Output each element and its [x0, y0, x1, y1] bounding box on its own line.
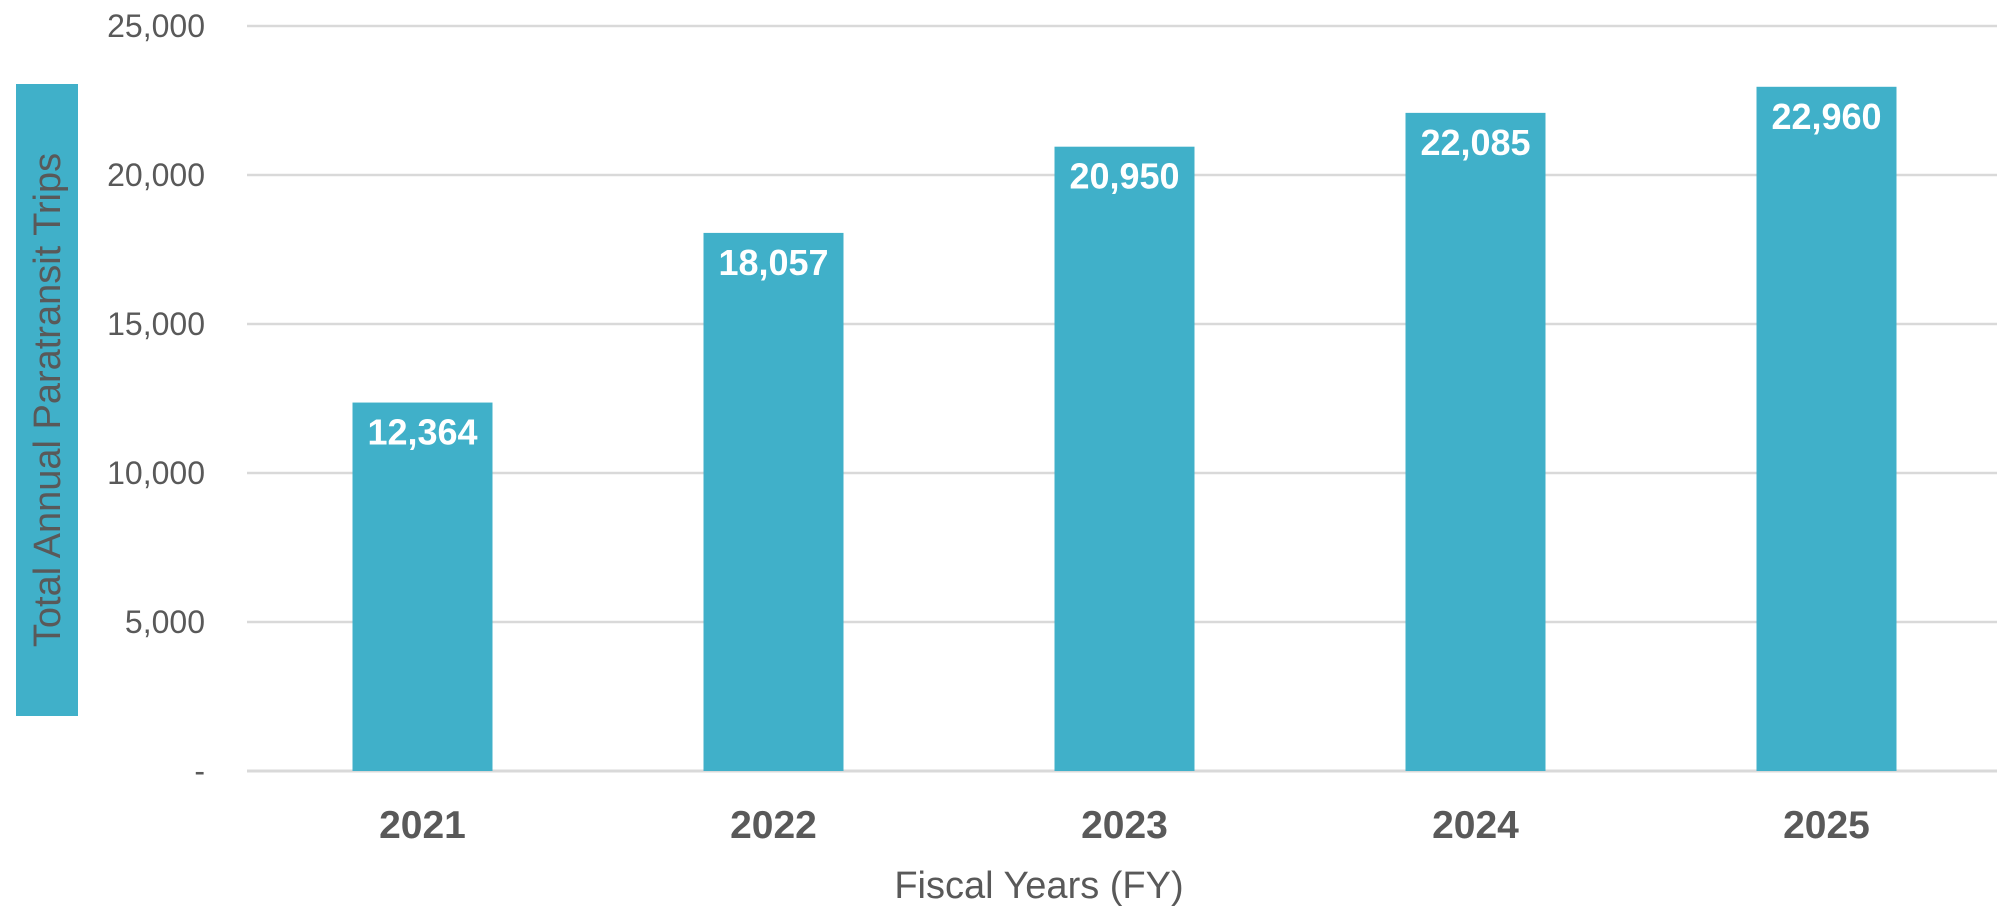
y-tick-label: -	[194, 753, 205, 789]
x-tick-label-2024: 2024	[1432, 804, 1519, 847]
x-tick-label-2023: 2023	[1081, 804, 1168, 847]
y-tick-label: 15,000	[107, 306, 205, 342]
x-tick-label-2022: 2022	[730, 804, 817, 847]
bar-2022	[703, 232, 844, 772]
y-tick-label: 20,000	[107, 157, 205, 193]
x-tick-label-2025: 2025	[1783, 804, 1870, 847]
x-axis-title: Fiscal Years (FY)	[894, 865, 1183, 907]
bar-2024	[1405, 112, 1546, 771]
data-label-2024: 22,085	[1420, 122, 1530, 163]
bar-2025	[1756, 86, 1897, 772]
data-labels: 12,364 18,057 20,950 22,085 22,960	[367, 96, 1881, 453]
y-axis-title-group: Total Annual Paratransit Trips	[16, 84, 78, 716]
data-label-2021: 12,364	[367, 412, 477, 453]
y-tick-label: 10,000	[107, 455, 205, 491]
y-axis-title-background	[16, 84, 78, 716]
data-label-2023: 20,950	[1069, 156, 1179, 197]
bars	[352, 86, 1897, 772]
y-tick-label: 25,000	[107, 8, 205, 44]
data-label-2025: 22,960	[1771, 96, 1881, 137]
y-axis-title: Total Annual Paratransit Trips	[27, 153, 69, 647]
y-tick-label: 5,000	[125, 604, 205, 640]
data-label-2022: 18,057	[718, 242, 828, 283]
x-tick-label-2021: 2021	[379, 804, 466, 847]
y-axis-ticks: - 5,000 10,000 15,000 20,000 25,000	[107, 8, 205, 789]
bar-2023	[1054, 146, 1195, 771]
bar-2021	[352, 402, 493, 771]
x-axis-ticks: 2021 2022 2023 2024 2025	[379, 804, 1870, 847]
